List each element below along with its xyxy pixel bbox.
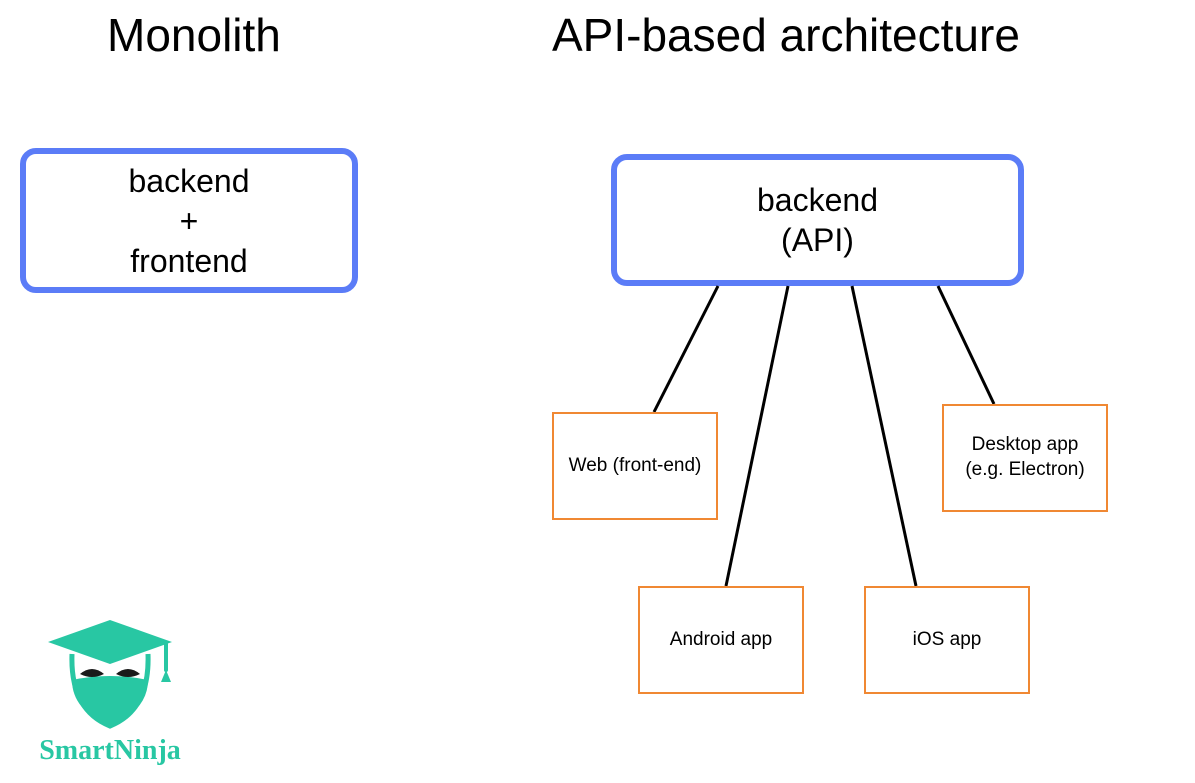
box-monolith: backend + frontend — [20, 148, 358, 293]
brand-logo-text: SmartNinja — [39, 735, 181, 766]
box-client-web: Web (front-end) — [552, 412, 718, 520]
box-monolith-line3: frontend — [130, 241, 247, 281]
box-monolith-line2: + — [180, 201, 199, 241]
box-monolith-line1: backend — [129, 161, 250, 201]
box-backend-api: backend (API) — [611, 154, 1024, 286]
box-client-android: Android app — [638, 586, 804, 694]
title-monolith: Monolith — [107, 8, 281, 62]
brand-logo: SmartNinja — [18, 614, 203, 769]
edge-api-web — [654, 286, 718, 412]
box-api-line2: (API) — [781, 220, 854, 260]
client-desktop-line1: Desktop app — [972, 433, 1079, 458]
edge-api-android — [726, 286, 788, 586]
box-client-desktop: Desktop app (e.g. Electron) — [942, 404, 1108, 512]
client-android-line1: Android app — [670, 628, 772, 653]
client-web-line1: Web (front-end) — [569, 454, 702, 479]
edge-api-desktop — [938, 286, 994, 404]
client-desktop-line2: (e.g. Electron) — [965, 458, 1084, 483]
client-ios-line1: iOS app — [913, 628, 982, 653]
ninja-icon: SmartNinja — [18, 614, 203, 769]
box-api-line1: backend — [757, 180, 878, 220]
title-api-architecture: API-based architecture — [552, 8, 1020, 62]
edge-api-ios — [852, 286, 916, 586]
box-client-ios: iOS app — [864, 586, 1030, 694]
